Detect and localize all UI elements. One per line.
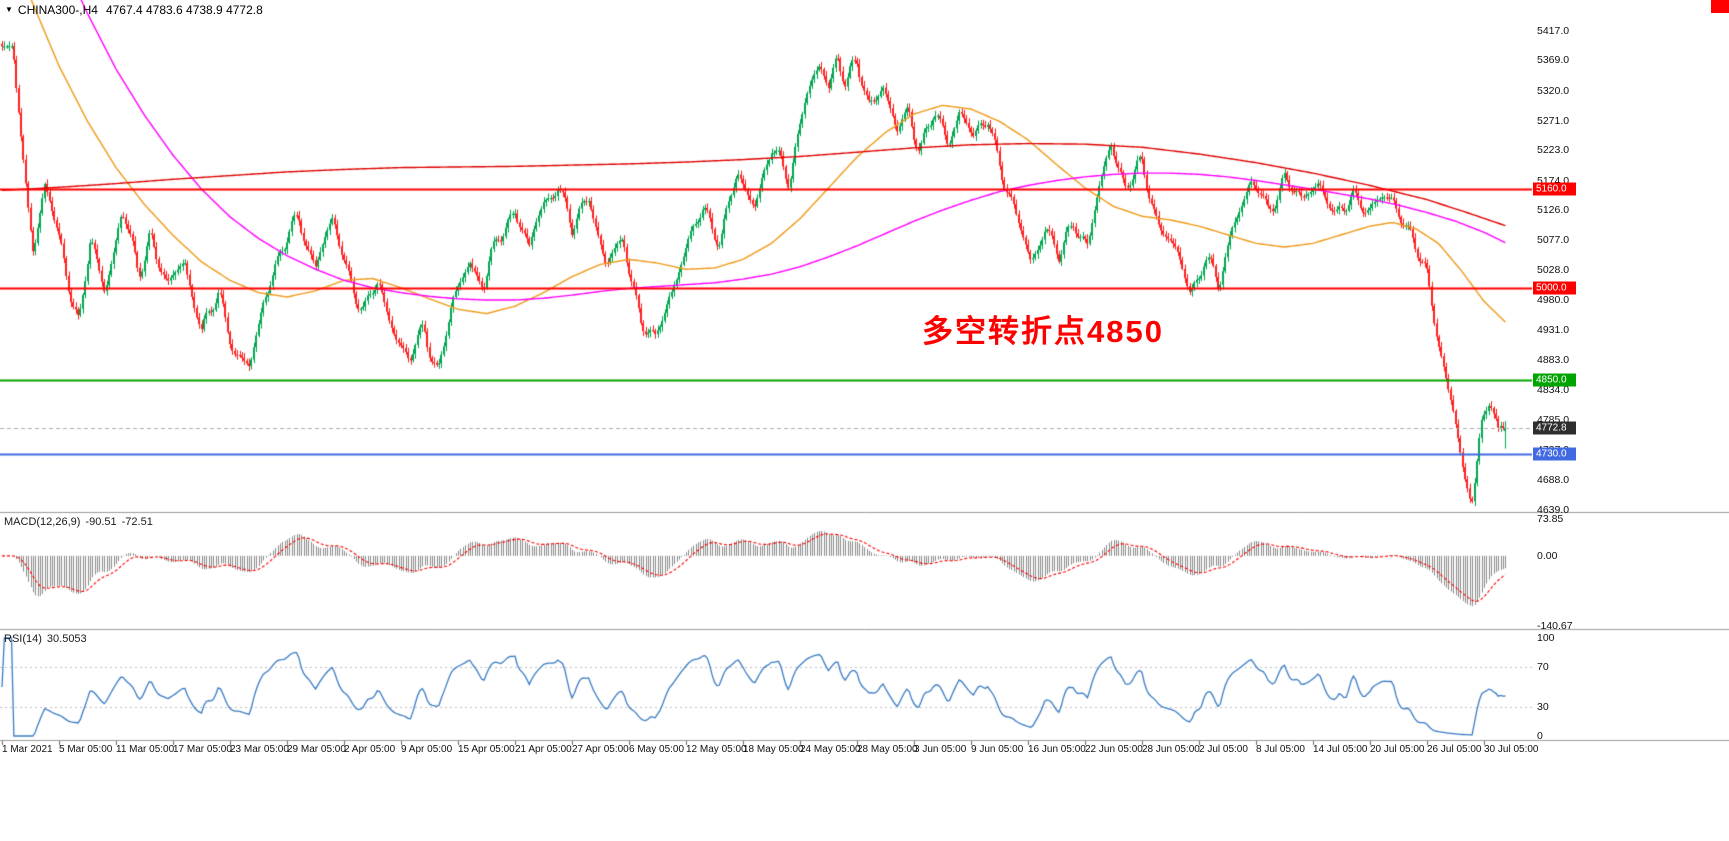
time-axis-label: 3 Jun 05:00 bbox=[914, 744, 967, 755]
time-axis-label: 5 Mar 05:00 bbox=[59, 744, 113, 755]
price-level-badge[interactable]: 5000.0 bbox=[1533, 281, 1576, 295]
chart-annotation-text[interactable]: 多空转折点4850 bbox=[922, 314, 1164, 349]
time-axis-label: 27 Apr 05:00 bbox=[572, 744, 629, 755]
time-axis-label: 14 Jul 05:00 bbox=[1313, 744, 1368, 755]
time-axis-label: 28 Jun 05:00 bbox=[1142, 744, 1200, 755]
time-axis-label: 20 Jul 05:00 bbox=[1370, 744, 1425, 755]
price-scale-tick: 5320.0 bbox=[1537, 84, 1570, 97]
price-level-badge[interactable]: 4850.0 bbox=[1533, 373, 1576, 387]
time-axis-label: 24 May 05:00 bbox=[800, 744, 861, 755]
rsi-scale-tick: 70 bbox=[1537, 661, 1549, 674]
rsi-scale-tick: 0 bbox=[1537, 730, 1543, 742]
time-axis-label: 9 Apr 05:00 bbox=[401, 744, 453, 755]
time-axis-label: 30 Jul 05:00 bbox=[1484, 744, 1539, 755]
time-axis-label: 17 Mar 05:00 bbox=[173, 744, 232, 755]
rsi-label: RSI(14) bbox=[4, 633, 42, 645]
symbol-info-bar: ▼ CHINA300-,H4 4767.4 4783.6 4738.9 4772.8 bbox=[5, 3, 263, 17]
symbol-period-label: CHINA300-,H4 bbox=[17, 3, 98, 17]
time-axis-label: 12 May 05:00 bbox=[686, 744, 747, 755]
time-axis-label: 1 Mar 2021 bbox=[2, 744, 53, 755]
rsi-indicator-label: RSI(14) 30.5053 bbox=[4, 633, 92, 645]
rsi-scale-tick: 100 bbox=[1537, 632, 1555, 644]
time-axis-label: 29 Mar 05:00 bbox=[287, 744, 346, 755]
rsi-value: 30.5053 bbox=[46, 633, 87, 645]
macd-value: -90.51 bbox=[85, 516, 117, 528]
time-axis-label: 22 Jun 05:00 bbox=[1085, 744, 1143, 755]
rsi-scale-tick: 30 bbox=[1537, 700, 1549, 713]
price-scale-tick: 5369.0 bbox=[1537, 54, 1570, 67]
time-axis-label: 21 Apr 05:00 bbox=[515, 744, 572, 755]
price-scale-tick: 5223.0 bbox=[1537, 144, 1570, 157]
ohlc-values: 4767.4 4783.6 4738.9 4772.8 bbox=[105, 3, 263, 17]
current-price-badge: 4772.8 bbox=[1533, 421, 1576, 435]
time-axis-label: 2 Jul 05:00 bbox=[1199, 744, 1248, 755]
price-scale-tick: 5417.0 bbox=[1537, 24, 1570, 37]
price-scale-tick: 4688.0 bbox=[1537, 473, 1570, 486]
macd-label: MACD(12,26,9) bbox=[4, 516, 81, 528]
macd-scale-tick: 73.85 bbox=[1537, 513, 1564, 525]
time-axis-label: 18 May 05:00 bbox=[743, 744, 804, 755]
price-scale-tick: 4980.0 bbox=[1537, 294, 1570, 307]
price-level-badge[interactable]: 4730.0 bbox=[1533, 447, 1576, 461]
price-scale-tick: 5028.0 bbox=[1537, 264, 1570, 277]
time-axis-label: 16 Jun 05:00 bbox=[1028, 744, 1086, 755]
time-axis-label: 28 May 05:00 bbox=[857, 744, 918, 755]
macd-scale-tick: 0.00 bbox=[1537, 549, 1558, 562]
price-scale-tick: 4883.0 bbox=[1537, 353, 1570, 366]
window-corner-marker bbox=[1711, 0, 1729, 13]
price-scale-tick: 5126.0 bbox=[1537, 204, 1570, 217]
macd-signal-value: -72.51 bbox=[121, 516, 153, 528]
time-axis-label: 8 Jul 05:00 bbox=[1256, 744, 1305, 755]
time-axis-label: 11 Mar 05:00 bbox=[116, 744, 175, 755]
price-scale-tick: 5271.0 bbox=[1537, 114, 1570, 127]
time-axis-label: 15 Apr 05:00 bbox=[458, 744, 515, 755]
time-axis-label: 9 Jun 05:00 bbox=[971, 744, 1024, 755]
time-axis-label: 2 Apr 05:00 bbox=[344, 744, 396, 755]
price-scale-tick: 4834.0 bbox=[1537, 384, 1570, 396]
time-axis-label: 23 Mar 05:00 bbox=[230, 744, 289, 755]
macd-indicator-label: MACD(12,26,9) -90.51 -72.51 bbox=[4, 516, 158, 528]
macd-scale-tick: -140.67 bbox=[1537, 620, 1573, 632]
time-axis-label: 6 May 05:00 bbox=[629, 744, 685, 755]
time-axis-label: 26 Jul 05:00 bbox=[1427, 744, 1482, 755]
price-level-badge[interactable]: 5160.0 bbox=[1533, 182, 1576, 196]
chart-menu-icon[interactable]: ▼ bbox=[5, 5, 13, 14]
price-scale-tick: 4639.0 bbox=[1537, 504, 1570, 517]
price-scale-tick: 5077.0 bbox=[1537, 234, 1570, 247]
price-scale-tick: 4931.0 bbox=[1537, 324, 1570, 337]
